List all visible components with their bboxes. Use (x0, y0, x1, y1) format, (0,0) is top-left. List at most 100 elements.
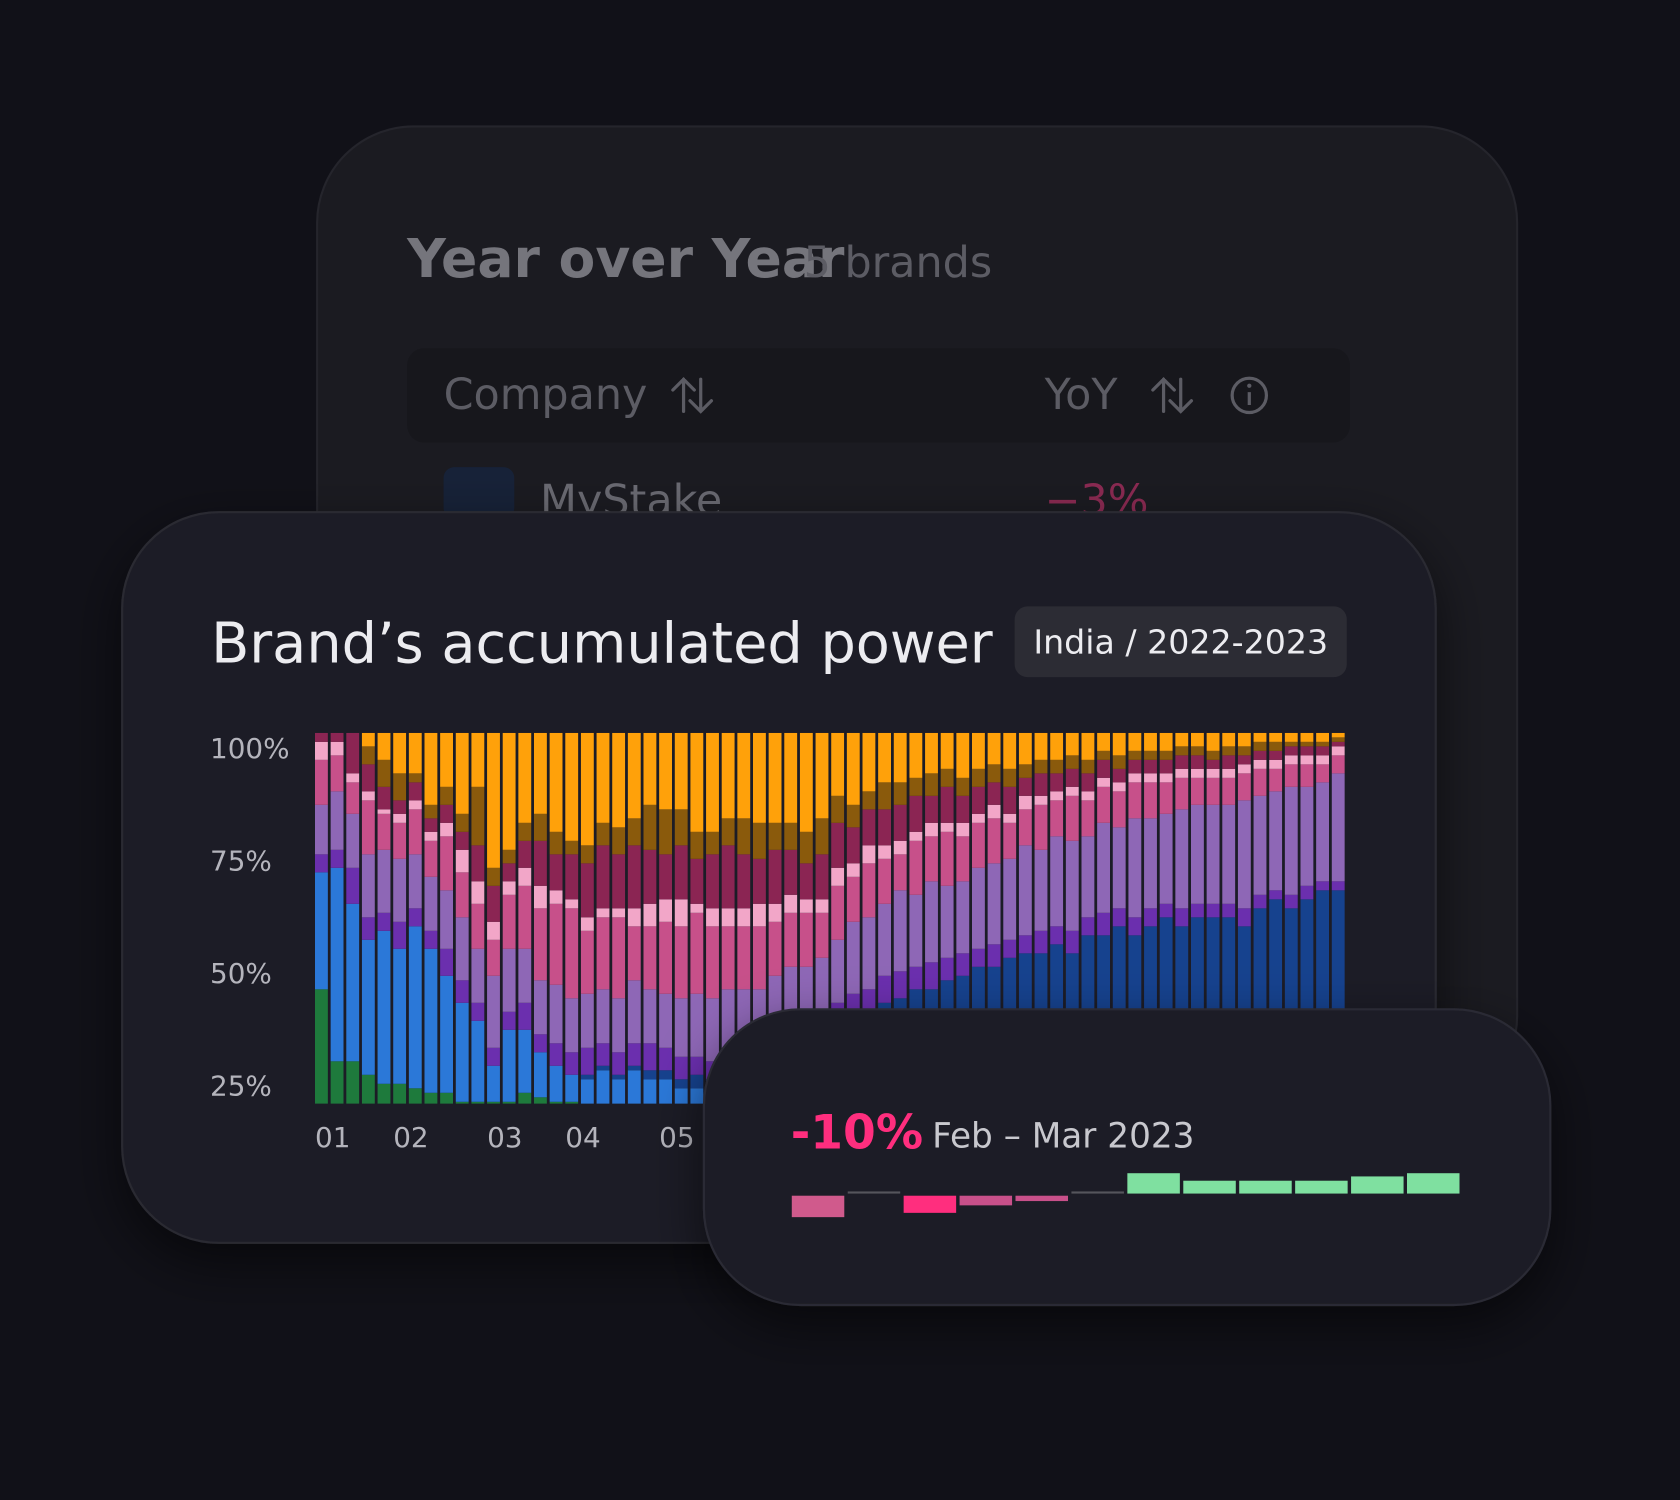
bar-segment (377, 930, 391, 1084)
bar-segment (1128, 759, 1142, 774)
bar-segment (690, 993, 704, 1057)
bar-segment (1237, 755, 1251, 765)
column-header[interactable]: Company (444, 370, 648, 420)
bar-segment (627, 980, 641, 1044)
bar-segment (721, 732, 735, 819)
sort-icon[interactable] (671, 377, 714, 414)
bar-segment (424, 876, 438, 931)
chart-title: Brand’s accumulated power (211, 611, 993, 676)
filter-badge-label[interactable]: India / 2022-2023 (1033, 622, 1328, 661)
column-header[interactable]: YoY (1044, 370, 1119, 420)
bar-segment (1003, 822, 1017, 859)
bar-segment (1112, 768, 1126, 783)
bar-segment (455, 980, 469, 1003)
bar-segment (424, 732, 438, 805)
bar-segment (643, 732, 657, 805)
bar-segment (893, 804, 907, 841)
bar-segment (1112, 755, 1126, 769)
change-value: -10% (791, 1106, 923, 1161)
bar-segment (580, 993, 594, 1048)
bar-segment (674, 998, 688, 1057)
bar-segment (737, 854, 751, 909)
bar-segment (1316, 881, 1329, 891)
bar-segment (956, 836, 970, 882)
bar-segment (1034, 759, 1048, 774)
bar-segment (1144, 782, 1157, 819)
bar-segment (815, 818, 829, 855)
bar-segment (690, 831, 704, 859)
bar-segment (659, 1047, 672, 1071)
bar-segment (1316, 764, 1329, 783)
bar-segment (1191, 732, 1204, 747)
bar-segment (1018, 795, 1032, 810)
bar-segment (893, 732, 907, 783)
info-icon[interactable] (1230, 376, 1269, 415)
bar-segment (690, 1056, 704, 1075)
bar-segment (1081, 791, 1095, 801)
bar-segment (643, 1079, 657, 1104)
bar-segment (799, 732, 813, 832)
bar-segment (377, 809, 391, 814)
bar-segment (612, 732, 626, 828)
bar-segment (534, 1052, 547, 1098)
bar-segment (784, 894, 798, 913)
bar-segment (471, 1020, 485, 1102)
filter-badge[interactable] (1014, 606, 1347, 678)
bar-segment (471, 881, 485, 904)
bar-segment (1253, 750, 1267, 760)
bar-segment (862, 845, 876, 864)
bar-segment (549, 732, 563, 832)
bar-segment (1237, 764, 1251, 774)
bar-segment (393, 858, 407, 922)
bar-segment (580, 1079, 594, 1104)
bar-segment (659, 854, 672, 900)
bar-segment (565, 1074, 579, 1102)
bar-segment (393, 948, 407, 1084)
bar-segment (1269, 741, 1283, 751)
bar-segment (1331, 773, 1345, 882)
bar-segment (471, 786, 485, 846)
bar-segment (1065, 768, 1079, 787)
bar-segment (674, 1079, 688, 1089)
bar-segment (534, 1034, 547, 1053)
mini-bar (1071, 1191, 1124, 1194)
bar-segment (659, 899, 672, 922)
bar-segment (815, 854, 829, 900)
bar-segment (1159, 750, 1173, 760)
bar-segment (596, 908, 610, 918)
bar-segment (596, 732, 610, 823)
bar-segment (768, 732, 782, 823)
bar-segment (940, 957, 954, 981)
bar-segment (815, 732, 829, 819)
bar-segment (987, 804, 1001, 819)
bar-segment (721, 908, 735, 927)
bar-segment (1112, 782, 1126, 792)
bar-segment (1112, 908, 1126, 927)
bar-segment (1144, 773, 1157, 783)
bar-segment (1003, 732, 1017, 769)
bar-segment (972, 732, 985, 769)
bar-segment (580, 863, 594, 918)
bar-segment (315, 732, 328, 742)
bar-segment (1144, 908, 1157, 927)
bar-segment (596, 1065, 610, 1071)
bar-segment (377, 1083, 391, 1104)
sort-icon[interactable] (1151, 377, 1194, 414)
bar-segment (408, 809, 422, 855)
bar-segment (518, 1002, 532, 1030)
bar-segment (612, 917, 626, 999)
bar-segment (1175, 777, 1189, 810)
bar-segment (1300, 741, 1314, 747)
bar-segment (627, 1065, 641, 1071)
bar-segment (596, 822, 610, 846)
bar-segment (706, 926, 719, 999)
bar-segment (1253, 759, 1267, 769)
bar-segment (956, 777, 970, 796)
bar-segment (878, 975, 891, 1003)
bar-segment (846, 804, 860, 828)
bar-segment (815, 957, 829, 1021)
bar-segment (1003, 858, 1017, 940)
bar-segment (502, 1011, 516, 1030)
bar-segment (706, 908, 719, 927)
bar-segment (1159, 903, 1173, 918)
